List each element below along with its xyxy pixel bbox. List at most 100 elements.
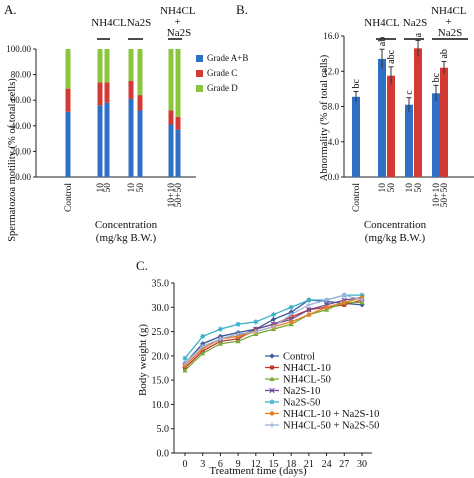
panel-a-x-tick-label: 50 [136, 183, 146, 193]
panel-c-point-4-5 [271, 312, 276, 318]
panel-c-legend-label-4: Na2S-50 [283, 398, 320, 409]
panel-c-point-4-3 [235, 321, 241, 327]
panel-c-y-tick-label: 15.0 [152, 376, 170, 387]
panel-c: C. Body weight (g) Treatment time (days)… [136, 258, 379, 477]
panel-c-y-tick-label: 20.0 [152, 351, 170, 362]
panel-c-legend-marker-6 [269, 422, 275, 428]
panel-c-point-6-3 [235, 331, 241, 337]
panel-a-x-tick-label: 50 [103, 183, 113, 193]
panel-c-xlabel: Treatment time (days) [209, 465, 307, 477]
panel-c-legend-marker-3 [269, 387, 275, 394]
panel-a-bar-0-0 [65, 111, 71, 177]
panel-b-group-label-1: Na2S [403, 17, 427, 29]
panel-c-x-tick-label: 3 [200, 459, 205, 470]
panel-c-legend-marker-5 [269, 411, 275, 416]
panel-a-bar-1-2 [104, 82, 110, 103]
panel-c-point-2-2 [217, 341, 223, 346]
panel-a-legend-label-2: Grade D [207, 83, 238, 93]
panel-b-x-tick-label: 50+50 [440, 183, 450, 208]
panel-c-point-5-6 [289, 319, 294, 325]
panel-b-significance-letter-3: c [404, 90, 415, 95]
panel-a-bar-2-5 [168, 49, 174, 111]
panel-b-x-tick-label: 50 [387, 183, 397, 193]
panel-a-legend-swatch-0 [196, 55, 203, 62]
panel-b-significance-letter-1: ab [377, 37, 388, 46]
panel-c-point-6-5 [271, 324, 276, 330]
panel-a-xlabel-unit: (mg/kg B.W.) [96, 232, 157, 244]
panel-c-x-tick-label: 6 [218, 459, 223, 470]
panel-c-legend-label-1: NH4CL-10 [283, 363, 331, 374]
panel-b-bar-5 [432, 93, 440, 177]
panel-c-line-0 [184, 299, 363, 364]
panel-c-point-1-9 [342, 302, 347, 307]
panel-c-x-tick-label: 9 [236, 459, 241, 470]
panel-a-y-tick-label: 60.00 [11, 95, 32, 105]
panel-c-point-6-8 [324, 297, 330, 303]
panel-c-legend-label-5: NH4CL-10 + Na2S-10 [283, 409, 379, 420]
panel-c-y-tick-label: 0.0 [157, 449, 170, 460]
panel-b-x-tick-label: 10 [378, 183, 388, 193]
panel-c-point-4-1 [200, 333, 206, 339]
panel-a-bar-1-4 [137, 95, 143, 111]
panel-c-point-4-4 [253, 319, 259, 325]
panel-c-point-6-7 [306, 302, 312, 308]
panel-c-point-6-2 [217, 336, 223, 342]
panel-b-significance-letter-4: a [413, 32, 424, 37]
panel-a-group-label-1: Na2S [127, 17, 151, 29]
panel-c-y-tick-label: 35.0 [152, 279, 170, 290]
panel-c-x-tick-label: 0 [183, 459, 188, 470]
panel-c-x-tick-label: 18 [286, 459, 296, 470]
panel-c-ylabel: Body weight (g) [137, 324, 149, 396]
panel-b-x-tick-label: 10 [405, 183, 415, 193]
panel-b-significance-letter-0: bc [351, 79, 362, 89]
panel-a-y-tick-label: 20.00 [11, 146, 32, 156]
panel-b-bar-4 [414, 48, 422, 178]
panel-c-point-5-8 [324, 305, 329, 310]
panel-a-label: A. [4, 2, 17, 17]
panel-a-bar-2-2 [104, 49, 110, 83]
panel-a-y-tick-label: 100.00 [6, 44, 31, 54]
panel-c-point-4-2 [217, 326, 223, 332]
panel-c-x-tick-label: 12 [251, 459, 261, 470]
panel-b-bar-0 [352, 96, 360, 177]
panel-c-point-4-7 [306, 297, 312, 303]
panel-b-ylabel: Abnormality (% of total cells) [319, 54, 330, 181]
panel-c-point-6-4 [253, 329, 259, 335]
panel-c-legend-marker-1 [270, 365, 274, 370]
panel-a-x-tick-label: 10 [96, 183, 106, 193]
panel-b-x-tick-label: Control [352, 183, 362, 212]
panel-b-label: B. [236, 2, 248, 17]
panel-a-bar-2-0 [65, 49, 71, 89]
panel-c-x-tick-label: 21 [304, 459, 314, 470]
panel-a-legend-label-0: Grade A+B [207, 53, 248, 63]
panel-c-legend-marker-0 [269, 353, 275, 359]
panel-a-bar-1-0 [65, 88, 71, 112]
panel-a-x-tick-label: 10+10 [167, 183, 177, 208]
panel-b-bar-1 [378, 58, 386, 177]
panel-b-bar-3 [405, 104, 413, 177]
panel-a-bar-1-3 [128, 81, 134, 99]
panel-a-y-tick-label: 40.00 [11, 121, 32, 131]
panel-a-group-label-0: NH4CL [91, 17, 127, 29]
panel-a-y-tick-label: 0.00 [15, 172, 31, 182]
panel-a-bar-0-6 [175, 129, 181, 177]
panel-c-point-2-0 [182, 367, 188, 373]
panel-a-bar-2-1 [97, 49, 103, 83]
panel-c-legend-label-2: NH4CL-50 [283, 375, 331, 386]
panel-c-point-2-1 [200, 350, 206, 356]
panel-a-bar-1-5 [168, 110, 174, 125]
panel-c-point-4-10 [359, 292, 365, 298]
panel-b-bar-6 [440, 67, 448, 177]
panel-a-bar-0-5 [168, 124, 174, 177]
panel-b-xlabel-unit: (mg/kg B.W.) [365, 232, 426, 244]
panel-c-legend-label-3: Na2S-10 [283, 386, 320, 397]
panel-a-x-tick-label: Control [64, 183, 74, 212]
panel-a-bar-2-4 [137, 49, 143, 96]
panel-c-legend-label-0: Control [283, 352, 315, 363]
panel-a-bar-0-1 [97, 105, 103, 177]
panel-c-x-tick-label: 27 [339, 459, 349, 470]
panel-c-y-tick-label: 30.0 [152, 303, 170, 314]
panel-c-point-0-5 [270, 316, 277, 323]
panel-a-xlabel: Concentration [95, 219, 158, 231]
